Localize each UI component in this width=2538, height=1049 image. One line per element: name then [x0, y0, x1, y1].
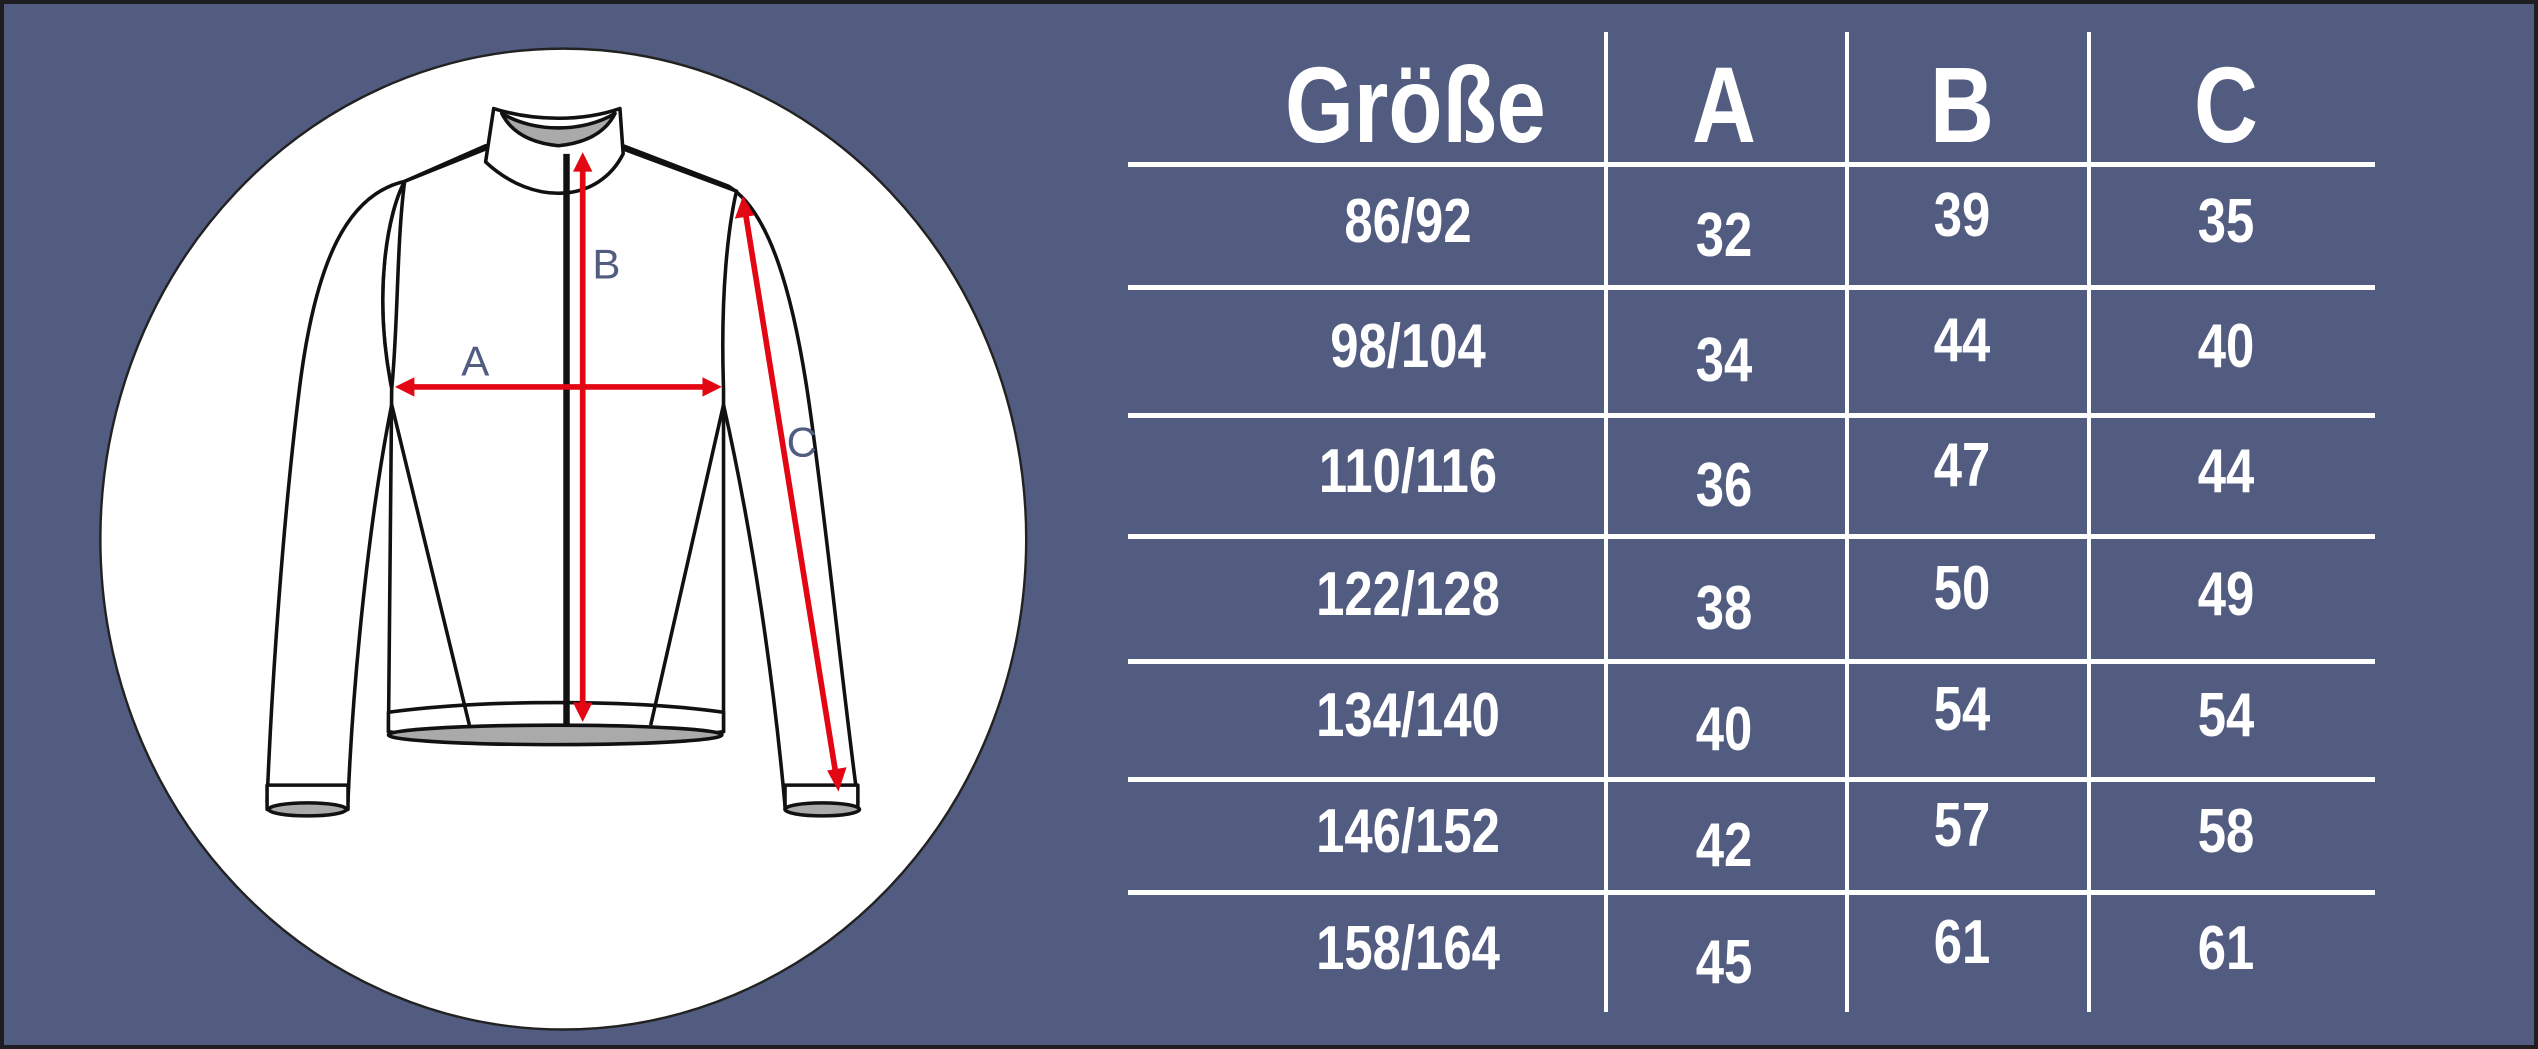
table-cell: 44 — [2197, 436, 2255, 506]
row-divider — [1128, 285, 2375, 290]
row-divider — [1128, 413, 2375, 418]
table-cell: 34 — [1695, 326, 1753, 395]
header-b: B — [1930, 44, 1994, 165]
jacket-outline — [265, 106, 862, 818]
table-cell: 134/140 — [1316, 681, 1500, 750]
row-divider — [1128, 659, 2375, 664]
header-size: Größe — [1285, 44, 1546, 165]
table-cell: 47 — [1933, 430, 1991, 500]
measure-arrows — [394, 152, 847, 792]
table-cell: 86/92 — [1344, 186, 1472, 256]
table-cell: 44 — [1933, 306, 1991, 375]
table-cell: 58 — [2197, 796, 2255, 866]
row-divider — [1128, 534, 2375, 539]
label-c: C — [787, 419, 817, 466]
table-cell: 54 — [2197, 681, 2255, 750]
table-cell: 38 — [1695, 573, 1753, 643]
arrow-c — [741, 206, 840, 781]
table-cell: 98/104 — [1330, 312, 1486, 381]
row-divider — [1128, 162, 2375, 167]
table-cell: 42 — [1695, 810, 1753, 880]
table-cell: 39 — [1933, 180, 1991, 250]
label-b: B — [592, 240, 620, 287]
table-cell: 158/164 — [1316, 914, 1500, 983]
table-cell: 54 — [1933, 675, 1991, 744]
table-cell: 32 — [1695, 200, 1753, 270]
table-cell: 45 — [1695, 928, 1753, 997]
column-divider — [1845, 32, 1849, 1012]
table-cell: 49 — [2197, 559, 2255, 629]
table-cell: 61 — [2197, 914, 2255, 983]
table-cell: 122/128 — [1316, 559, 1500, 629]
table-cell: 61 — [1933, 908, 1991, 977]
table-cell: 40 — [2197, 312, 2255, 381]
table-cell: 110/116 — [1318, 436, 1498, 506]
table-cell: 36 — [1695, 450, 1753, 520]
table-cell: 50 — [1933, 553, 1991, 623]
table-cell: 35 — [2197, 186, 2255, 256]
column-divider — [2087, 32, 2091, 1012]
table-cell: 57 — [1933, 790, 1991, 860]
row-divider — [1128, 777, 2375, 782]
table-cell: 40 — [1695, 695, 1753, 764]
label-a: A — [461, 338, 489, 385]
table-cell: 146/152 — [1316, 796, 1500, 866]
row-divider — [1128, 890, 2375, 895]
header-c: C — [2194, 44, 2258, 165]
column-divider — [1604, 32, 1608, 1012]
header-a: A — [1692, 44, 1756, 165]
